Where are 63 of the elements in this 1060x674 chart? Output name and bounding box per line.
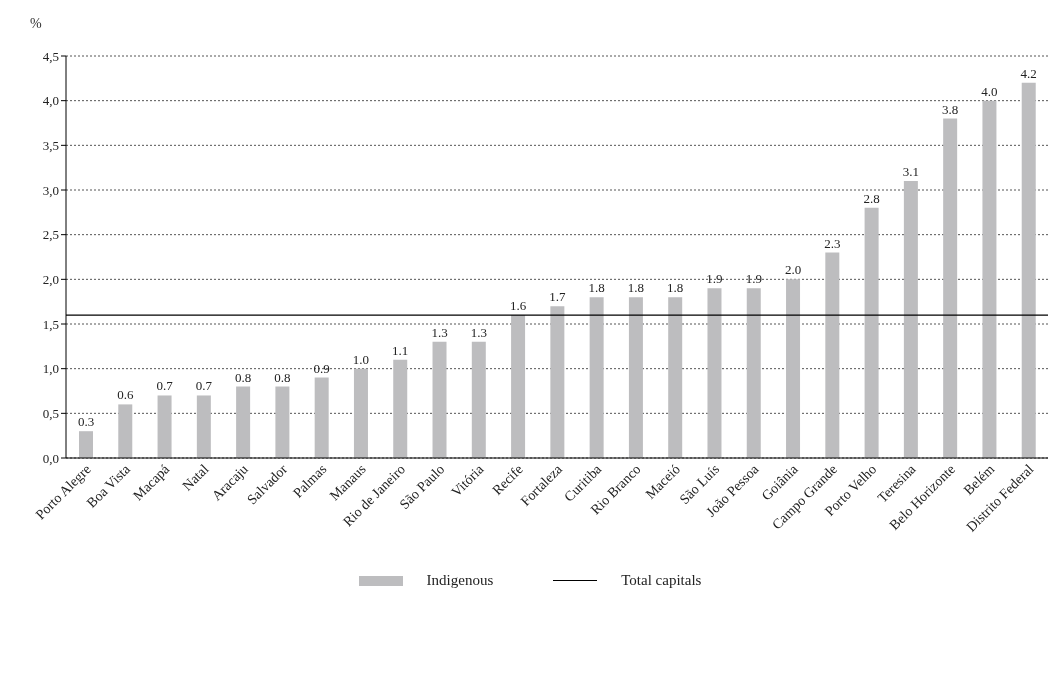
data-label: 1.1 xyxy=(392,342,409,358)
data-label: 2.0 xyxy=(784,262,802,278)
data-label: 1.3 xyxy=(470,324,487,340)
bar xyxy=(550,306,565,458)
data-label: 1.9 xyxy=(745,271,762,287)
bar xyxy=(982,100,997,458)
data-label: 1.3 xyxy=(431,324,448,340)
bar xyxy=(196,395,211,458)
y-axis-title: % xyxy=(30,16,42,32)
bar xyxy=(943,118,958,458)
data-label: 1.7 xyxy=(549,289,566,305)
data-label: 1.6 xyxy=(509,298,527,314)
data-label: 1.8 xyxy=(667,280,684,296)
bar xyxy=(275,386,290,458)
bar xyxy=(511,315,526,458)
bar xyxy=(157,395,172,458)
bar xyxy=(786,279,801,458)
bar xyxy=(589,297,604,458)
data-label: 0.6 xyxy=(117,387,134,403)
data-label: 0.3 xyxy=(77,414,95,430)
data-label: 0.7 xyxy=(195,378,213,394)
bar xyxy=(707,288,722,458)
y-tick-label: 3,5 xyxy=(42,137,59,153)
bar xyxy=(353,368,368,458)
bar xyxy=(393,359,408,458)
data-label: 4.0 xyxy=(981,83,998,99)
bar xyxy=(314,377,329,458)
data-label: 0.9 xyxy=(313,360,330,376)
bar xyxy=(432,341,447,458)
data-label: 2.3 xyxy=(824,235,841,251)
bar xyxy=(118,404,133,458)
bar xyxy=(471,341,486,458)
data-label: 1.9 xyxy=(706,271,723,287)
data-label: 0.8 xyxy=(274,369,291,385)
data-label: 4.2 xyxy=(1020,65,1037,81)
legend-label: Indigenous xyxy=(426,572,494,589)
bar xyxy=(628,297,643,458)
bar xyxy=(1021,82,1036,458)
data-label: 3.1 xyxy=(902,164,920,180)
bar xyxy=(668,297,683,458)
y-tick-label: 1,5 xyxy=(42,316,59,332)
y-tick-label: 0,0 xyxy=(42,450,59,466)
data-label: 0.8 xyxy=(234,369,252,385)
data-label: 1.8 xyxy=(588,280,605,296)
legend-label: Total capitals xyxy=(621,572,702,589)
bar xyxy=(236,386,251,458)
bar xyxy=(864,207,879,458)
y-tick-label: 1,0 xyxy=(42,361,59,377)
data-label: 1.0 xyxy=(352,351,370,367)
bar xyxy=(746,288,761,458)
bar xyxy=(825,252,840,458)
bar xyxy=(79,431,93,458)
y-tick-label: 0,5 xyxy=(42,405,59,421)
y-tick-label: 4,0 xyxy=(42,93,59,109)
data-label: 1.8 xyxy=(627,280,645,296)
data-label: 2.8 xyxy=(863,190,880,206)
data-label: 3.8 xyxy=(942,101,959,117)
data-label: 0.7 xyxy=(156,378,174,394)
y-tick-label: 3,0 xyxy=(42,182,59,198)
y-tick-label: 2,0 xyxy=(42,271,59,287)
y-tick-label: 2,5 xyxy=(42,227,59,243)
bar xyxy=(903,181,918,458)
y-tick-label: 4,5 xyxy=(42,48,59,64)
